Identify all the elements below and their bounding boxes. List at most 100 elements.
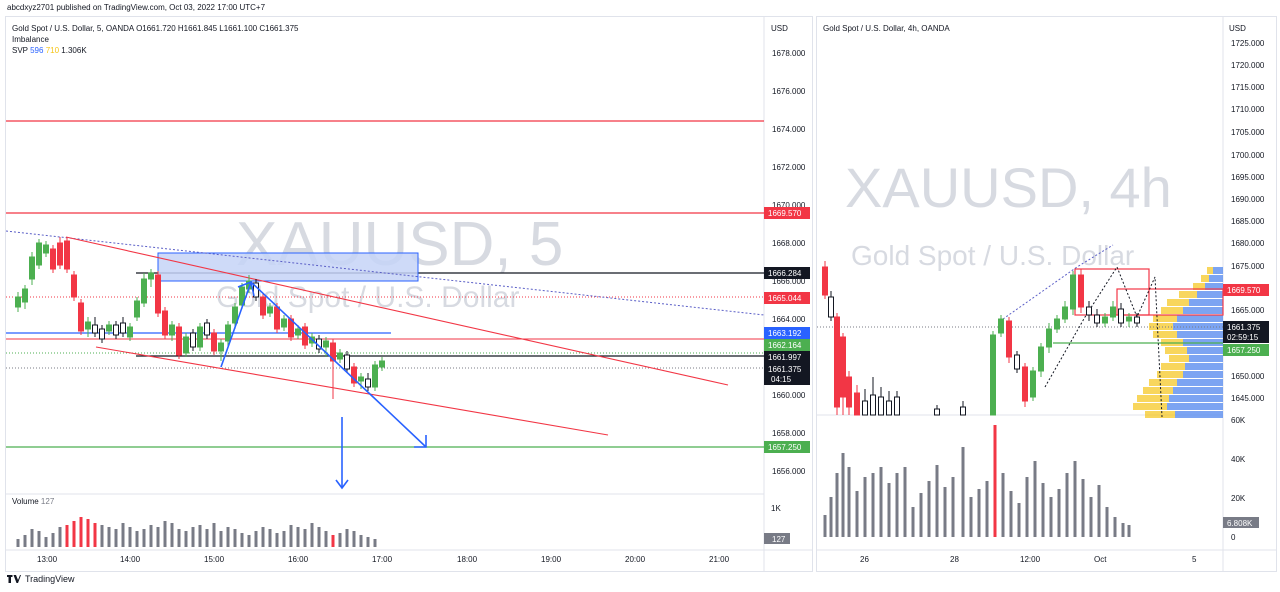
candle-body — [211, 332, 217, 352]
candle-body — [127, 326, 133, 338]
r-volume-bar — [841, 453, 845, 537]
volume-bar — [359, 535, 363, 547]
volume-bar — [219, 531, 223, 547]
projection-path[interactable] — [220, 280, 427, 448]
svg-text:1662.164: 1662.164 — [768, 341, 802, 350]
left-chart-canvas[interactable]: XAUUSD, 5 Gold Spot / U.S. Dollar USD 16… — [5, 17, 812, 571]
volume-bar — [289, 525, 293, 547]
left-y-tick: 1670.000 — [772, 201, 806, 210]
candle-body — [351, 366, 357, 384]
candle-body — [134, 300, 140, 318]
candle-body — [106, 324, 112, 332]
right-x-tick: Oct — [1094, 555, 1107, 564]
profile-row-buy — [1187, 347, 1223, 354]
candle-body — [71, 274, 77, 298]
candle-body — [169, 324, 175, 336]
volume-bar — [317, 527, 321, 547]
left-symbol-line: Gold Spot / U.S. Dollar, 5, OANDA — [12, 24, 134, 33]
left-price-axis[interactable]: 1678.000 1676.000 1674.000 1672.000 1670.000… — [772, 49, 806, 476]
r-volume-bar — [985, 481, 989, 537]
candle-body — [78, 302, 84, 332]
volume-bar — [58, 527, 62, 547]
dotted-trendline[interactable] — [5, 230, 765, 316]
r-volume-bar — [1073, 461, 1077, 537]
r-volume-bar — [823, 515, 827, 537]
volume-bar — [177, 529, 181, 547]
r-volume-bar — [1089, 497, 1093, 537]
profile-row-sell — [1207, 267, 1213, 274]
volume-bar — [226, 527, 230, 547]
left-time-axis[interactable]: 13:00 14:00 15:00 16:00 17:00 18:00 19:00 20:00… — [37, 555, 730, 564]
volume-bar — [93, 523, 97, 547]
volume-bar — [156, 527, 160, 547]
candle-body — [50, 248, 56, 270]
r-candle-body — [1022, 366, 1028, 402]
right-watermark-desc: Gold Spot / U.S. Dollar — [851, 240, 1134, 271]
candle-body — [379, 360, 385, 368]
svg-text:1661.375: 1661.375 — [1227, 323, 1261, 332]
r-volume-current-badge: 6.808K — [1223, 517, 1259, 528]
profile-row-buy — [1183, 371, 1223, 378]
volume-bar — [247, 535, 251, 547]
right-y-tick: 1675.000 — [1231, 262, 1265, 271]
candle-body — [260, 296, 266, 316]
r-volume-bar — [993, 425, 997, 537]
left-x-tick: 13:00 — [37, 555, 58, 564]
r-volume-bar — [927, 481, 931, 537]
r-candle-body — [840, 336, 846, 398]
candle-body — [85, 321, 91, 330]
imbalance-zone[interactable] — [157, 252, 419, 282]
svg-text:04:15: 04:15 — [771, 375, 792, 384]
channel-lower-line[interactable] — [95, 346, 609, 436]
channel-upper-line[interactable] — [65, 236, 729, 386]
r-volume-bar — [1009, 491, 1013, 537]
right-price-axis[interactable]: 1725.000 1720.000 1715.000 1710.000 1705.000… — [1231, 39, 1265, 403]
left-chart-panel[interactable]: XAUUSD, 5 Gold Spot / U.S. Dollar USD 16… — [5, 16, 813, 572]
volume-bar — [135, 531, 139, 547]
left-ohlc-high: H1661.845 — [177, 24, 218, 33]
r-volume-bar — [911, 507, 915, 537]
volume-bar — [37, 531, 41, 547]
tradingview-logo-icon — [7, 575, 21, 583]
volume-bar — [240, 533, 244, 547]
volume-bar — [16, 539, 20, 547]
left-legend[interactable]: Gold Spot / U.S. Dollar, 5, OANDA O1661.… — [12, 24, 299, 33]
right-chart-panel[interactable]: XAUUSD, 4h Gold Spot / U.S. Dollar USD 1… — [816, 16, 1277, 572]
indicator-svp[interactable]: SVP 596 710 1.306K — [12, 46, 87, 55]
volume-bar — [324, 531, 328, 547]
svg-text:1669.570: 1669.570 — [1227, 286, 1261, 295]
profile-row-buy — [1169, 395, 1223, 402]
right-chart-canvas[interactable]: XAUUSD, 4h Gold Spot / U.S. Dollar USD 1… — [817, 17, 1276, 571]
profile-row-buy — [1213, 267, 1223, 274]
indicator-imbalance[interactable]: Imbalance — [12, 35, 49, 44]
r-volume-bar — [961, 447, 965, 537]
left-x-tick: 19:00 — [541, 555, 562, 564]
right-time-axis[interactable]: 26 28 12:00 Oct 5 — [860, 555, 1197, 564]
right-y-tick: 1700.000 — [1231, 151, 1265, 160]
volume-bar — [331, 535, 335, 547]
r-zone-box-2[interactable] — [1116, 288, 1224, 316]
profile-row-sell — [1201, 275, 1209, 282]
candle-body — [232, 306, 238, 324]
r-candle-body — [1030, 370, 1036, 398]
volume-bar — [44, 537, 48, 547]
r-candle-body — [1078, 274, 1084, 308]
right-y-tick: 1690.000 — [1231, 195, 1265, 204]
candle-body — [57, 242, 63, 266]
volume-bar — [170, 523, 174, 547]
left-y-tick: 1658.000 — [772, 429, 806, 438]
right-symbol-line[interactable]: Gold Spot / U.S. Dollar, 4h, OANDA — [823, 24, 950, 33]
svg-text:1666.284: 1666.284 — [768, 269, 802, 278]
candle-body — [92, 324, 98, 334]
right-volume-bars — [823, 425, 1131, 537]
down-arrow-icon — [335, 479, 349, 490]
volume-bar — [268, 529, 272, 547]
r-volume-bar — [1017, 503, 1021, 537]
r-volume-bar — [919, 493, 923, 537]
volume-legend[interactable]: Volume 127 — [12, 497, 54, 506]
left-volume-current-badge — [764, 533, 790, 544]
price-label-1657: 1657.250 — [764, 441, 810, 453]
footer-brand[interactable]: TradingView — [7, 574, 75, 584]
r-volume-bar — [1105, 507, 1109, 537]
profile-row-sell — [1161, 363, 1185, 370]
